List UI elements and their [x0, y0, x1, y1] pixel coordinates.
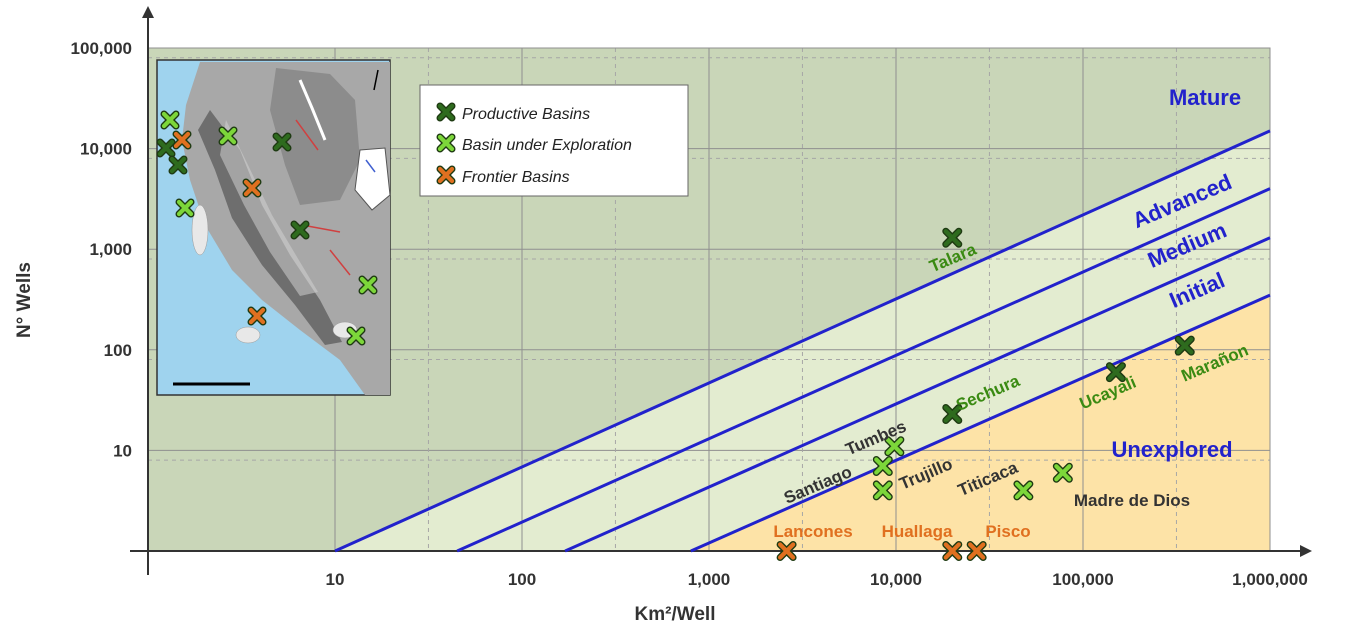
basin-marker	[172, 130, 192, 150]
x-tick-label: 10,000	[870, 570, 922, 589]
legend-label-exploration: Basin under Exploration	[462, 137, 632, 154]
x-tick-label: 10	[326, 570, 345, 589]
x-tick-label: 1,000	[688, 570, 731, 589]
x-tick-label: 100	[508, 570, 536, 589]
basin-marker	[242, 178, 262, 198]
legend: Productive Basins Basin under Exploratio…	[419, 84, 689, 197]
basin-marker	[1052, 462, 1073, 483]
x-axis-title: Km²/Well	[635, 604, 716, 625]
basin-marker	[218, 126, 238, 146]
map-markers	[156, 110, 378, 346]
zone-boundary-line	[564, 236, 1271, 553]
basin-marker	[966, 541, 987, 561]
x-axis-arrow	[1300, 545, 1312, 557]
basin-marker	[872, 480, 893, 501]
basin-marker	[175, 198, 195, 218]
basin-marker	[872, 455, 893, 476]
x-tick-label: 100,000	[1052, 570, 1113, 589]
legend-label-frontier: Frontier Basins	[462, 169, 570, 186]
y-tick-label: 1,000	[89, 240, 132, 259]
basin-marker	[436, 133, 456, 153]
basin-label: Lancones	[773, 522, 852, 541]
basin-label: Madre de Dios	[1074, 491, 1190, 510]
basin-marker	[1013, 480, 1034, 501]
basin-marker	[290, 220, 310, 240]
basin-marker	[776, 541, 797, 561]
zone-boundary-line	[456, 187, 1271, 553]
basin-marker	[346, 326, 366, 346]
y-tick-label: 10,000	[80, 140, 132, 159]
basin-marker	[884, 436, 905, 457]
basin-marker	[942, 404, 963, 425]
basin-marker	[1105, 362, 1126, 383]
basin-marker	[168, 155, 188, 175]
y-tick-label: 100,000	[71, 39, 132, 58]
basin-marker	[272, 132, 292, 152]
y-tick-label: 100	[104, 341, 132, 360]
basin-marker	[247, 306, 267, 326]
zone-label-mature: Mature	[1169, 85, 1241, 110]
legend-label-productive: Productive Basins	[462, 106, 590, 123]
x-tick-label: 1,000,000	[1232, 570, 1308, 589]
basin-marker	[436, 102, 456, 122]
basin-marker	[1174, 335, 1195, 356]
zone-boundary-line	[334, 129, 1271, 553]
basin-marker	[358, 275, 378, 295]
basin-marker	[160, 110, 180, 130]
basin-marker	[156, 138, 176, 158]
zone-boundary-line	[690, 293, 1271, 553]
y-tick-label: 10	[113, 441, 132, 460]
basin-marker	[436, 165, 456, 185]
zone-label-unexplored: Unexplored	[1111, 437, 1232, 462]
y-axis-title: N° Wells	[14, 262, 35, 338]
basin-label: Pisco	[985, 522, 1030, 541]
inset-map	[156, 59, 391, 396]
basin-label: Huallaga	[882, 522, 953, 541]
basin-marker	[942, 541, 963, 561]
y-axis-arrow	[142, 6, 154, 18]
basin-marker	[942, 227, 963, 248]
